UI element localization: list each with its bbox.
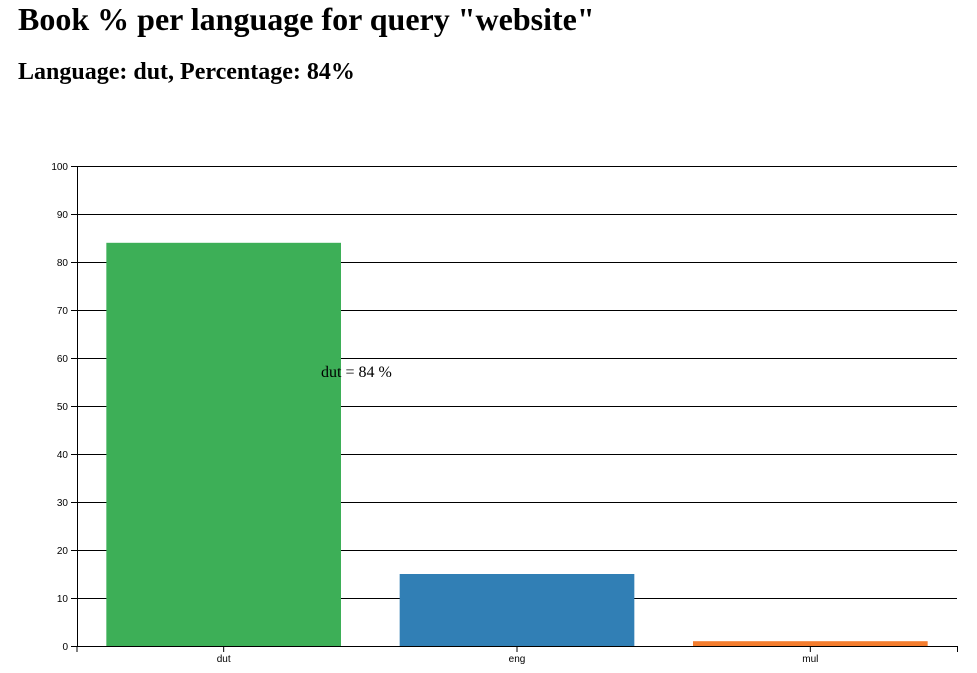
y-tick-label: 80 bbox=[57, 258, 69, 269]
y-tick-label: 0 bbox=[62, 642, 68, 653]
y-tick-label: 40 bbox=[57, 450, 69, 461]
y-axis: 0 10 20 30 40 50 60 70 80 90 100 bbox=[51, 162, 78, 653]
bar-dut[interactable] bbox=[106, 242, 341, 647]
y-tick-label: 100 bbox=[51, 162, 68, 173]
y-tick-label: 20 bbox=[57, 546, 69, 557]
chart-title: Book % per language for query "website" bbox=[18, 1, 595, 37]
x-axis: dut eng mul bbox=[76, 646, 958, 665]
y-tick-label: 50 bbox=[57, 402, 69, 413]
x-tick-label: dut bbox=[217, 654, 231, 665]
x-tick-label: mul bbox=[802, 654, 818, 665]
x-tick-label: eng bbox=[509, 654, 526, 665]
selected-language-readout: Language: dut, Percentage: 84% bbox=[18, 59, 355, 85]
bar-mul[interactable] bbox=[693, 641, 928, 646]
y-tick-label: 90 bbox=[57, 210, 69, 221]
y-tick-label: 10 bbox=[57, 594, 69, 605]
y-tick-label: 60 bbox=[57, 354, 69, 365]
x-axis-line bbox=[76, 646, 958, 652]
bar-eng[interactable] bbox=[399, 574, 635, 646]
hover-annotation: dut = 84 % bbox=[321, 364, 392, 381]
bars bbox=[106, 242, 928, 647]
y-tick-label: 30 bbox=[57, 498, 69, 509]
y-tick-label: 70 bbox=[57, 306, 69, 317]
